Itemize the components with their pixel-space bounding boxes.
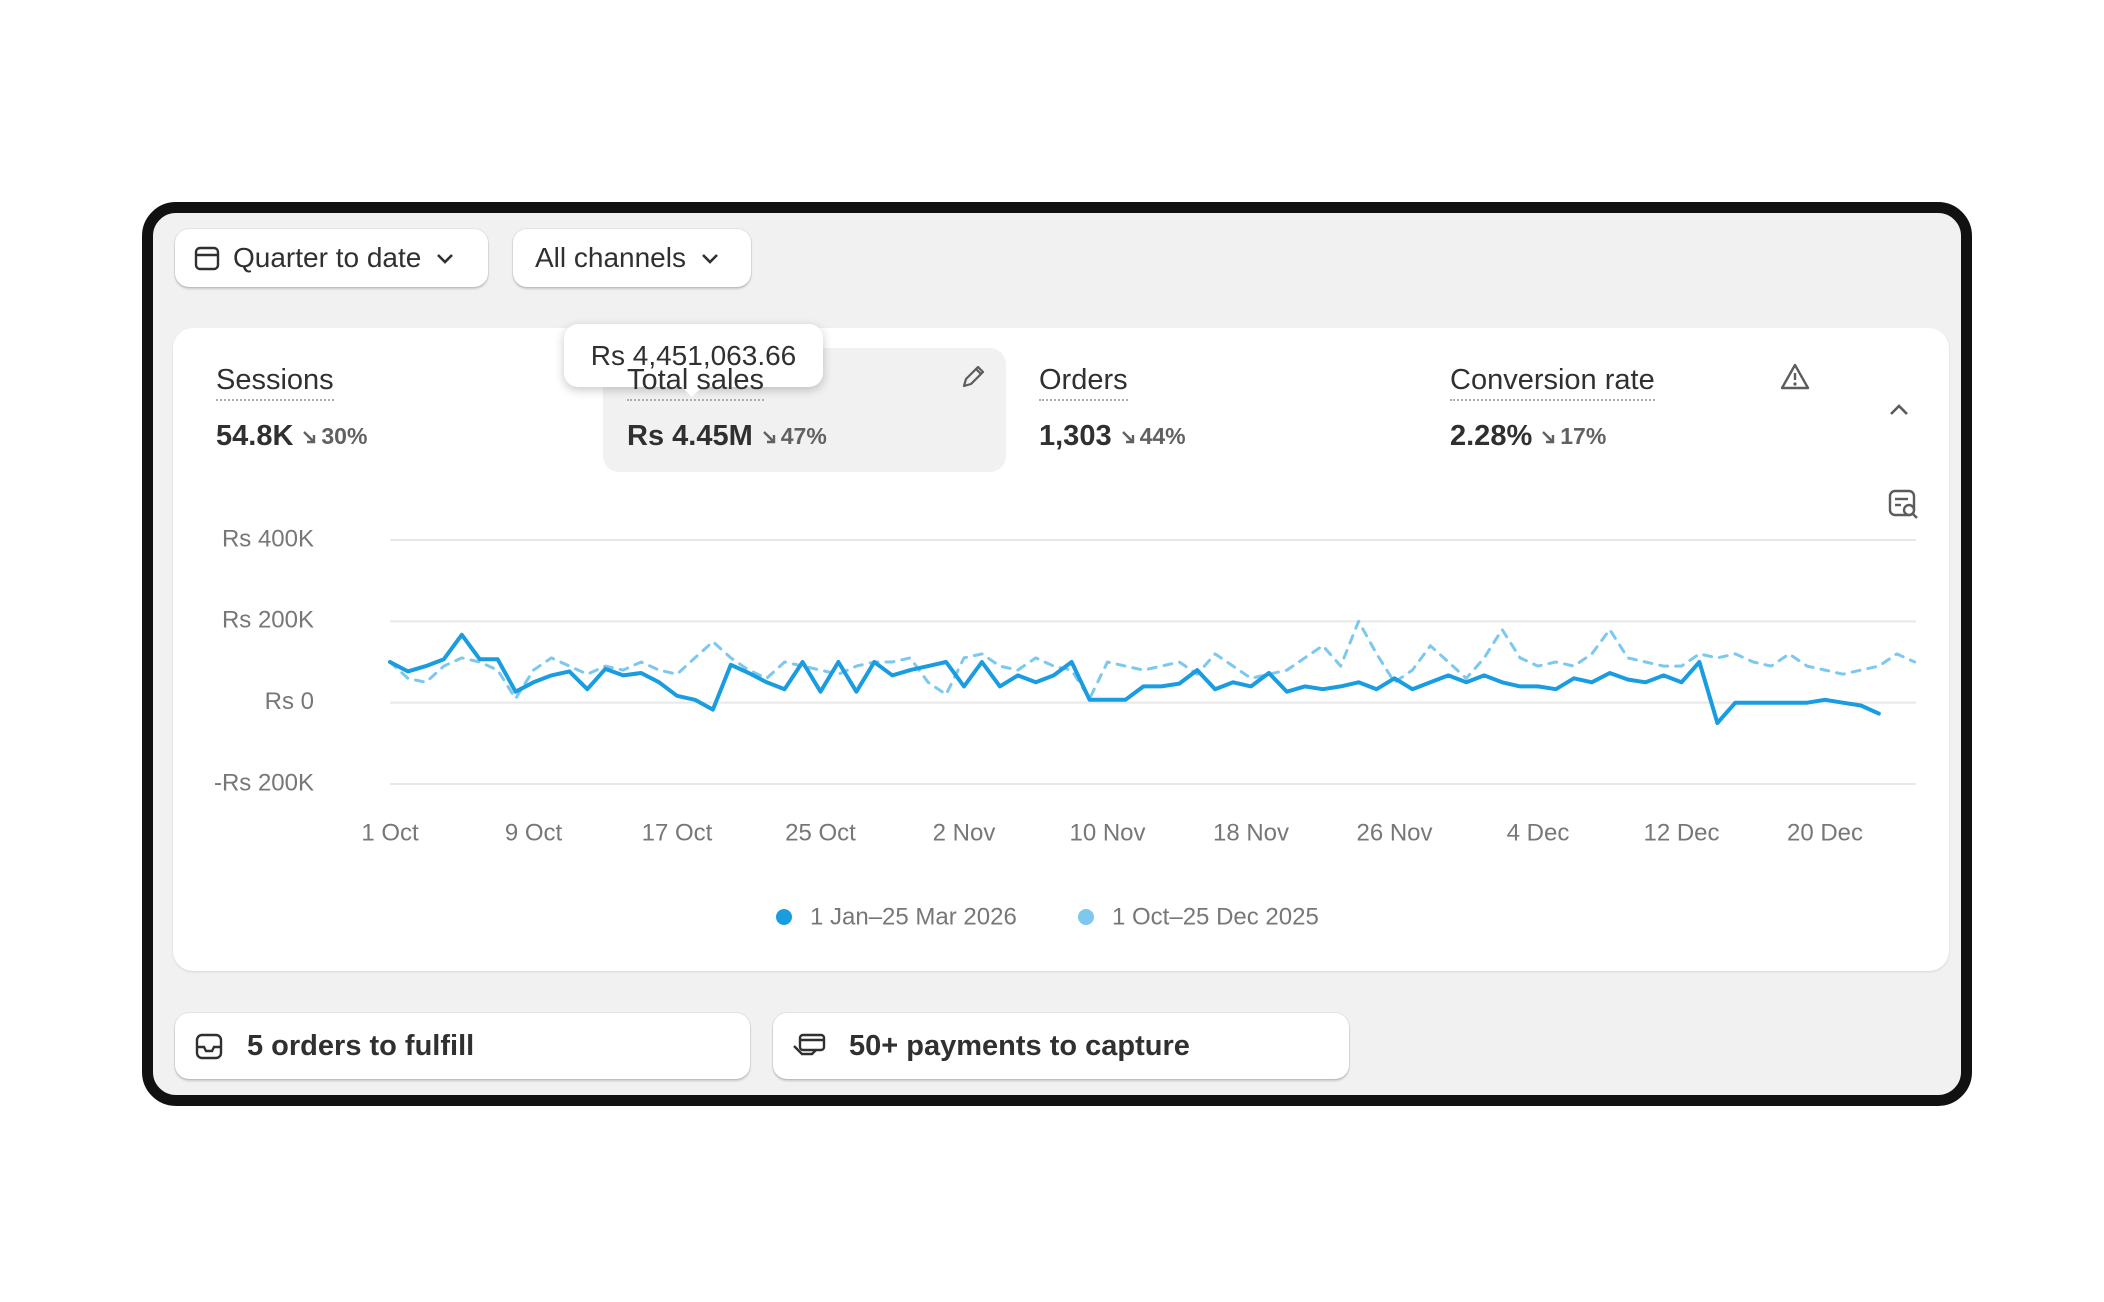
inbox-icon <box>195 1033 223 1060</box>
task-card[interactable]: 50+ payments to capture <box>773 1013 1349 1079</box>
task-label: 5 orders to fulfill <box>247 1029 475 1062</box>
warning-icon[interactable] <box>1779 361 1811 393</box>
x-tick-label: 20 Dec <box>1787 819 1863 846</box>
metric-label: Sessions <box>216 364 334 401</box>
collapse-icon[interactable] <box>1886 397 1912 423</box>
date-filter[interactable]: Quarter to date <box>175 229 488 287</box>
x-tick-label: 9 Oct <box>505 819 563 846</box>
metric-change-value: 30% <box>321 423 368 449</box>
metric-number: 1,303 <box>1039 420 1112 452</box>
metric-change: 30% <box>301 423 367 450</box>
y-tick-label: -Rs 200K <box>214 769 314 796</box>
x-tick-label: 2 Nov <box>933 819 996 846</box>
filter-label: All channels <box>535 242 686 273</box>
metric-value: 2.28% 17% <box>1450 420 1606 453</box>
chart-options-icon[interactable] <box>1886 487 1920 521</box>
y-tick-label: Rs 400K <box>222 525 314 552</box>
x-tick-label: 17 Oct <box>642 819 713 846</box>
y-tick-label: Rs 200K <box>222 607 314 634</box>
y-tick-label: Rs 0 <box>265 688 314 715</box>
chevron-down <box>702 254 718 264</box>
tooltip: Rs 4,451,063.66 <box>564 324 823 387</box>
payment-icon <box>793 1033 826 1056</box>
x-tick-label: 12 Dec <box>1643 819 1719 846</box>
trend-down-icon <box>762 430 775 443</box>
metric-number: 54.8K <box>216 420 294 452</box>
metric-change: 17% <box>1540 423 1606 450</box>
edit-icon[interactable] <box>958 362 988 392</box>
channel-filter[interactable]: All channels <box>513 229 751 287</box>
tooltip-pointer <box>680 385 704 397</box>
trend-arrow <box>303 430 316 443</box>
task-label: 50+ payments to capture <box>849 1029 1190 1062</box>
chevron-down <box>437 254 454 264</box>
metric-change-value: 44% <box>1139 423 1186 449</box>
trend-arrow <box>1121 430 1134 443</box>
analytics-card <box>173 328 1949 971</box>
trend-down-icon <box>1121 430 1134 443</box>
series-line <box>388 619 1917 701</box>
metric-value: 1,303 44% <box>1039 420 1186 453</box>
metric-value: 54.8K 30% <box>216 420 367 453</box>
metric-number: 2.28% <box>1450 420 1533 452</box>
tooltip-text: Rs 4,451,063.66 <box>590 339 797 371</box>
metric-value: Rs 4.45M 47% <box>627 420 827 453</box>
metric-label: Orders <box>1039 364 1128 401</box>
legend-swatch <box>776 909 792 925</box>
trend-arrow <box>1542 430 1555 443</box>
metric-change-value: 17% <box>1560 423 1607 449</box>
trend-down-icon <box>1542 430 1555 443</box>
metric-number: Rs 4.45M <box>627 420 753 452</box>
x-tick-label: 26 Nov <box>1356 819 1432 846</box>
x-tick-label: 1 Oct <box>361 819 419 846</box>
trend-down-icon <box>303 430 316 443</box>
metric-change: 47% <box>761 423 827 450</box>
legend-swatch <box>1078 909 1094 925</box>
metric-change: 44% <box>1120 423 1186 450</box>
series-line <box>388 632 1881 725</box>
x-tick-label: 25 Oct <box>785 819 856 846</box>
x-tick-label: 4 Dec <box>1507 819 1570 846</box>
legend-label: 1 Oct–25 Dec 2025 <box>1112 903 1319 930</box>
task-card[interactable]: 5 orders to fulfill <box>175 1013 750 1079</box>
x-tick-label: 18 Nov <box>1213 819 1289 846</box>
x-tick-label: 10 Nov <box>1069 819 1145 846</box>
metric-label: Conversion rate <box>1450 364 1655 401</box>
legend-label: 1 Jan–25 Mar 2026 <box>810 903 1017 930</box>
filter-label: Quarter to date <box>233 242 422 273</box>
trend-arrow <box>762 430 775 443</box>
metric-label: Total sales <box>627 364 765 401</box>
metric-change-value: 47% <box>780 423 827 449</box>
calendar-icon <box>194 246 220 271</box>
